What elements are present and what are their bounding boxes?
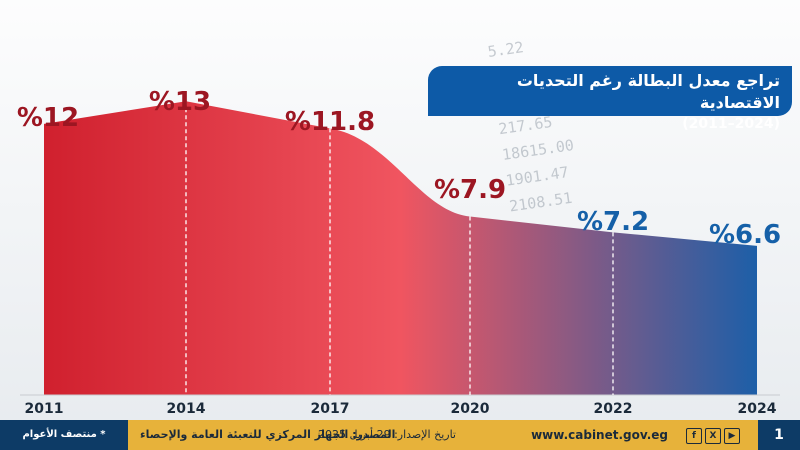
facebook-icon[interactable]: f	[686, 428, 702, 444]
year-tick-label: 2022	[594, 401, 633, 417]
value-label: %6.6	[709, 220, 781, 250]
year-tick-label: 2014	[167, 401, 206, 417]
x-icon[interactable]: X	[705, 428, 721, 444]
source-text: المصدر: الجهاز المركزي للتعبئة العامة وا…	[140, 428, 396, 441]
year-tick-label: 2024	[738, 401, 777, 417]
chart-period: (2024–2011)	[682, 116, 780, 132]
chart-title: تراجع معدل البطالة رغم التحديات الاقتصاد…	[516, 71, 780, 112]
year-tick-label: 2017	[311, 401, 350, 417]
year-tick-label: 2020	[451, 401, 490, 417]
website-link[interactable]: www.cabinet.gov.eg	[531, 428, 668, 442]
chart-title-box: تراجع معدل البطالة رغم التحديات الاقتصاد…	[428, 66, 792, 132]
value-label: %11.8	[285, 107, 375, 137]
unemployment-area	[44, 101, 757, 395]
value-label: %7.2	[577, 207, 649, 237]
value-label: %12	[17, 103, 79, 133]
value-label: %13	[149, 87, 211, 117]
social-links: f X ▶	[686, 428, 740, 444]
youtube-icon[interactable]: ▶	[724, 428, 740, 444]
footer-bar: * منتصف الأعوام المصدر: الجهاز المركزي ل…	[0, 420, 800, 450]
value-label: %7.9	[434, 175, 506, 205]
page-number: 1	[758, 420, 800, 450]
year-tick-label: 2011	[25, 401, 64, 417]
release-date: تاريخ الإصدار: 29 أبريل 2025	[318, 428, 456, 441]
footnote: * منتصف الأعوام	[0, 420, 128, 450]
area-chart: %12 %13 %11.8 %7.9 %7.2 %6.6 2011 2014 2017 2020 2…	[17, 87, 781, 417]
